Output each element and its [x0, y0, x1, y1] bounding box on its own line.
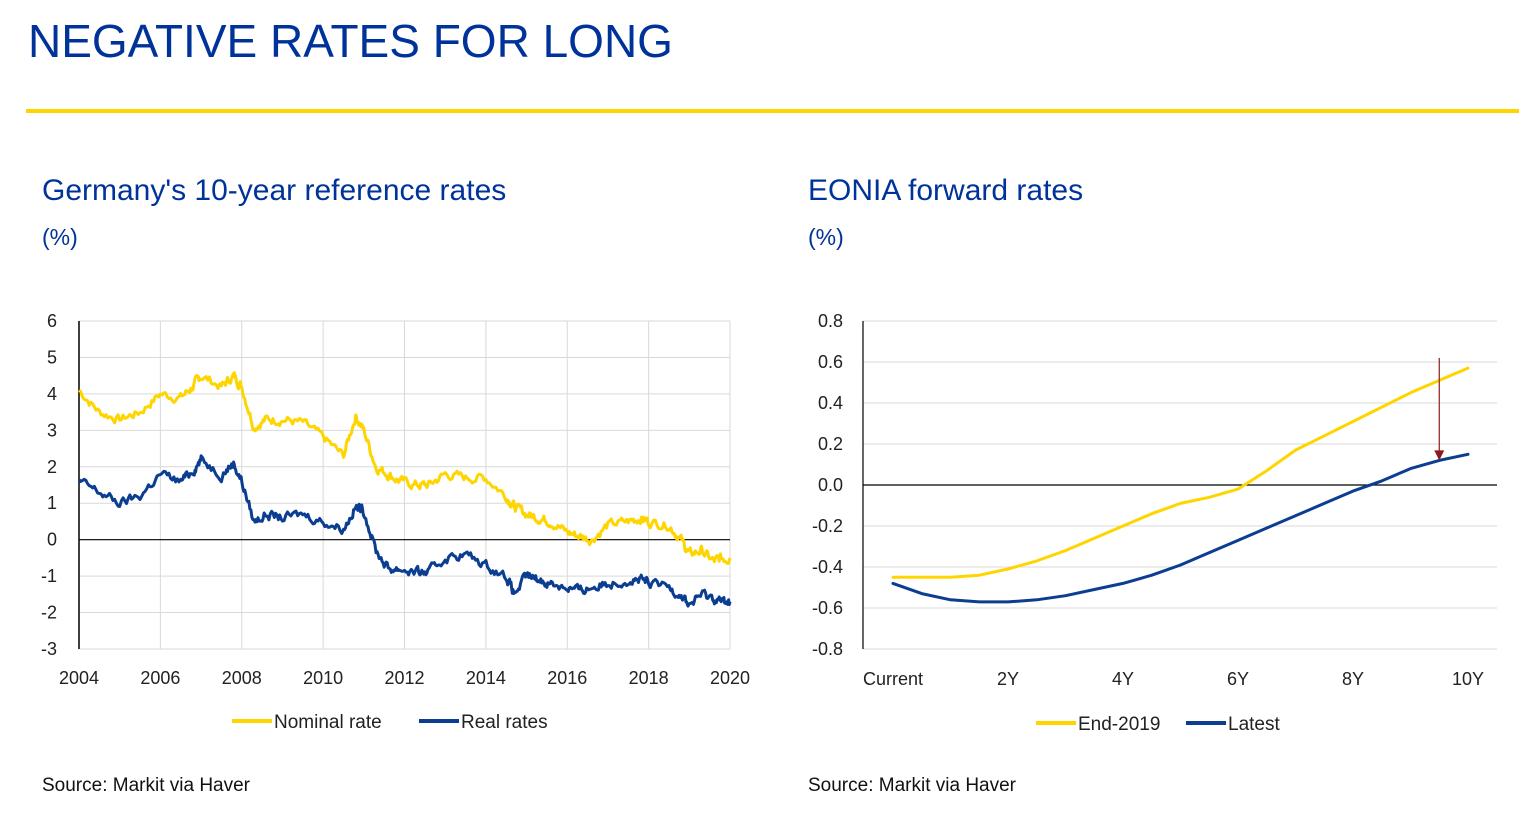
y-tick-label: -0.2 [812, 516, 843, 536]
right-chart-title: EONIA forward rates [808, 174, 1084, 207]
left-chart-unit: (%) [42, 224, 78, 250]
x-tick-label: 2016 [547, 668, 587, 688]
legend-label-real-rates: Real rates [461, 712, 548, 733]
x-tick-label: 2006 [140, 668, 180, 688]
y-tick-label: 1 [47, 493, 57, 513]
annotation-arrow-head [1434, 450, 1445, 461]
legend-label-latest: Latest [1228, 714, 1280, 735]
series-line-nominal-rate [78, 371, 732, 566]
y-tick-label: 0.6 [818, 352, 843, 372]
y-tick-label: -3 [41, 639, 57, 659]
x-tick-label: 2012 [384, 668, 424, 688]
title-rule [26, 109, 1519, 113]
y-tick-label: 0.8 [818, 311, 843, 331]
y-tick-label: 0.0 [818, 475, 843, 495]
page-title: NEGATIVE RATES FOR LONG [28, 15, 673, 67]
y-tick-label: 2 [47, 457, 57, 477]
x-tick-label: 2004 [59, 668, 99, 688]
x-tick-label: 2010 [303, 668, 343, 688]
y-tick-label: -0.4 [812, 557, 843, 577]
x-tick-label: 10Y [1452, 669, 1484, 689]
x-tick-label: 2020 [710, 668, 750, 688]
x-tick-label: 2018 [629, 668, 669, 688]
x-tick-label: 4Y [1112, 669, 1134, 689]
x-tick-label: 2Y [997, 669, 1019, 689]
y-tick-label: 5 [47, 347, 57, 367]
right-chart-unit: (%) [808, 224, 844, 250]
left-chart-title: Germany's 10-year reference rates [42, 174, 507, 207]
eonia-forward-rates-chart: 0.8 0.6 0.4 0.2 0.0 -0.2 -0.4 -0.6 -0.8 Current 2Y… [812, 311, 1497, 735]
right-chart-source: Source: Markit via Haver [808, 775, 1017, 796]
y-tick-label: -0.8 [812, 639, 843, 659]
series-line-latest [891, 452, 1470, 604]
y-tick-label: 0.4 [818, 393, 843, 413]
x-tick-label: Current [863, 669, 923, 689]
left-chart-source: Source: Markit via Haver [42, 775, 251, 796]
y-tick-label: 4 [47, 384, 57, 404]
y-tick-label: -0.6 [812, 598, 843, 618]
x-tick-label: 8Y [1342, 669, 1364, 689]
y-tick-label: 3 [47, 420, 57, 440]
x-tick-label: 6Y [1227, 669, 1249, 689]
x-tick-label: 2008 [222, 668, 262, 688]
y-tick-label: 6 [47, 311, 57, 331]
x-tick-label: 2014 [466, 668, 506, 688]
legend-label-end-2019: End-2019 [1078, 714, 1160, 735]
series-line-real-rates [77, 454, 732, 608]
series-line-end-2019 [891, 366, 1470, 579]
y-tick-label: 0.2 [818, 434, 843, 454]
legend-label-nominal-rate: Nominal rate [274, 712, 382, 733]
y-tick-label: -1 [41, 566, 57, 586]
y-tick-label: 0 [47, 530, 57, 550]
y-tick-label: -2 [41, 603, 57, 623]
